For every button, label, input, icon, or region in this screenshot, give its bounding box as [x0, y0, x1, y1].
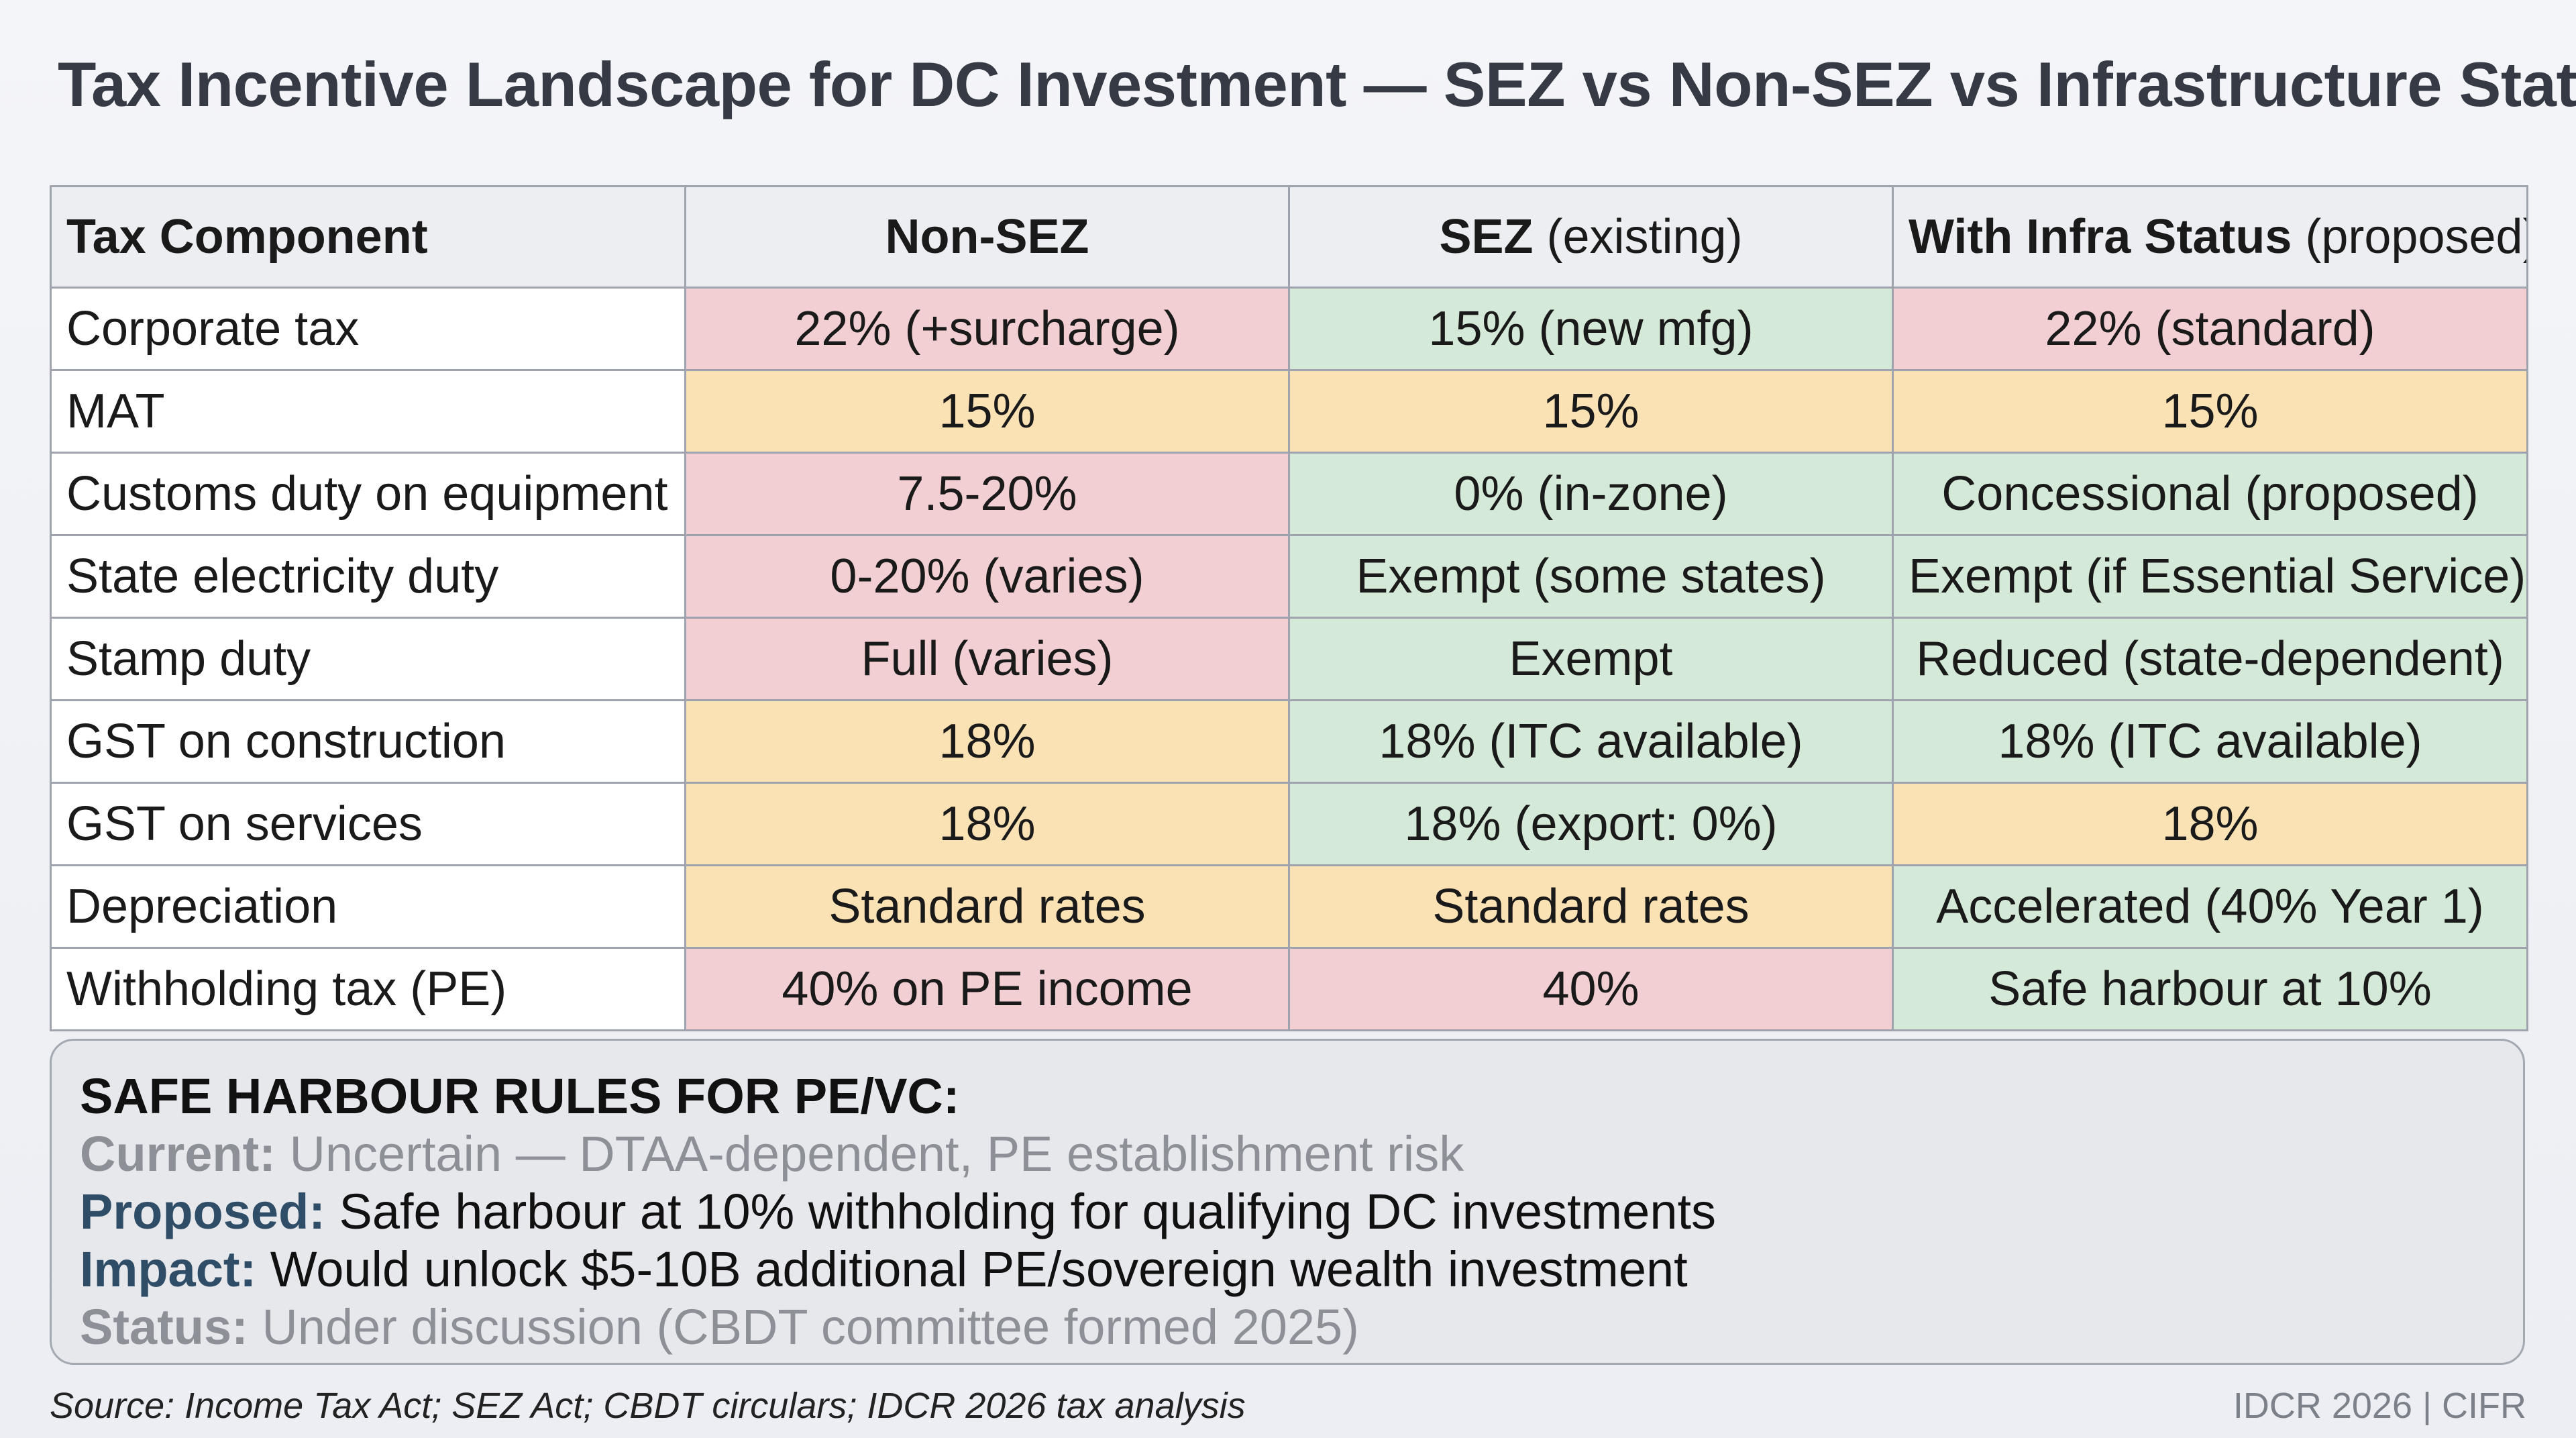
- header-non-sez: Non-SEZ: [684, 185, 1290, 289]
- table-row: State electricity duty 0-20% (varies) Ex…: [50, 534, 2528, 619]
- safe-harbour-heading: SAFE HARBOUR RULES FOR PE/VC:: [80, 1068, 960, 1124]
- cell-infra: 15%: [1892, 369, 2528, 454]
- safe-harbour-panel: SAFE HARBOUR RULES FOR PE/VC: Current: U…: [50, 1039, 2525, 1365]
- line-key: Impact:: [80, 1241, 257, 1297]
- line-key: Status:: [80, 1299, 248, 1355]
- table-row: GST on construction 18% 18% (ITC availab…: [50, 699, 2528, 784]
- table-header-row: Tax Component Non-SEZ SEZ (existing) Wit…: [50, 185, 2528, 289]
- cell-non-sez: 22% (+surcharge): [684, 287, 1290, 371]
- header-infra-status: With Infra Status (proposed): [1892, 185, 2528, 289]
- current-line: Current: Uncertain — DTAA-dependent, PE …: [80, 1125, 2493, 1183]
- cell-sez: 40%: [1288, 947, 1894, 1031]
- cell-non-sez: 7.5-20%: [684, 452, 1290, 536]
- line-key: Proposed:: [80, 1184, 325, 1239]
- row-label: Stamp duty: [50, 617, 686, 701]
- cell-infra: 22% (standard): [1892, 287, 2528, 371]
- status-line: Status: Under discussion (CBDT committee…: [80, 1298, 2493, 1356]
- table-row: Corporate tax 22% (+surcharge) 15% (new …: [50, 287, 2528, 371]
- table-row: Withholding tax (PE) 40% on PE income 40…: [50, 947, 2528, 1031]
- cell-non-sez: 15%: [684, 369, 1290, 454]
- row-label: State electricity duty: [50, 534, 686, 619]
- cell-infra: Exempt (if Essential Service): [1892, 534, 2528, 619]
- credit-label: IDCR 2026 | CIFR: [2233, 1386, 2526, 1426]
- row-label: GST on services: [50, 782, 686, 866]
- cell-infra: Concessional (proposed): [1892, 452, 2528, 536]
- cell-non-sez: Standard rates: [684, 864, 1290, 949]
- row-label: Customs duty on equipment: [50, 452, 686, 536]
- row-label: MAT: [50, 369, 686, 454]
- cell-infra: Reduced (state-dependent): [1892, 617, 2528, 701]
- cell-non-sez: 18%: [684, 699, 1290, 784]
- cell-infra: 18%: [1892, 782, 2528, 866]
- line-key: Current:: [80, 1126, 276, 1182]
- header-tax-component: Tax Component: [50, 185, 686, 289]
- table-row: Depreciation Standard rates Standard rat…: [50, 864, 2528, 949]
- cell-sez: 15% (new mfg): [1288, 287, 1894, 371]
- cell-infra: 18% (ITC available): [1892, 699, 2528, 784]
- cell-sez: Exempt: [1288, 617, 1894, 701]
- line-text: Uncertain — DTAA-dependent, PE establish…: [275, 1126, 1464, 1182]
- cell-sez: Exempt (some states): [1288, 534, 1894, 619]
- cell-sez: 15%: [1288, 369, 1894, 454]
- row-label: Corporate tax: [50, 287, 686, 371]
- cell-non-sez: 40% on PE income: [684, 947, 1290, 1031]
- tax-comparison-table: Tax Component Non-SEZ SEZ (existing) Wit…: [50, 185, 2528, 1031]
- row-label: Depreciation: [50, 864, 686, 949]
- cell-infra: Accelerated (40% Year 1): [1892, 864, 2528, 949]
- row-label: GST on construction: [50, 699, 686, 784]
- cell-infra: Safe harbour at 10%: [1892, 947, 2528, 1031]
- table-row: Customs duty on equipment 7.5-20% 0% (in…: [50, 452, 2528, 536]
- proposed-line: Proposed: Safe harbour at 10% withholdin…: [80, 1183, 2493, 1241]
- cell-sez: Standard rates: [1288, 864, 1894, 949]
- cell-non-sez: 0-20% (varies): [684, 534, 1290, 619]
- cell-sez: 0% (in-zone): [1288, 452, 1894, 536]
- header-sez: SEZ (existing): [1288, 185, 1894, 289]
- source-note: Source: Income Tax Act; SEZ Act; CBDT ci…: [50, 1386, 1246, 1426]
- cell-sez: 18% (ITC available): [1288, 699, 1894, 784]
- cell-non-sez: 18%: [684, 782, 1290, 866]
- line-text: Under discussion (CBDT committee formed …: [248, 1299, 1359, 1355]
- line-text: Would unlock $5-10B additional PE/sovere…: [256, 1241, 1688, 1297]
- impact-line: Impact: Would unlock $5-10B additional P…: [80, 1241, 2493, 1298]
- table-row: MAT 15% 15% 15%: [50, 369, 2528, 454]
- page-title: Tax Incentive Landscape for DC Investmen…: [58, 49, 2576, 119]
- table-row: GST on services 18% 18% (export: 0%) 18%: [50, 782, 2528, 866]
- table-row: Stamp duty Full (varies) Exempt Reduced …: [50, 617, 2528, 701]
- line-text: Safe harbour at 10% withholding for qual…: [325, 1184, 1717, 1239]
- cell-sez: 18% (export: 0%): [1288, 782, 1894, 866]
- row-label: Withholding tax (PE): [50, 947, 686, 1031]
- cell-non-sez: Full (varies): [684, 617, 1290, 701]
